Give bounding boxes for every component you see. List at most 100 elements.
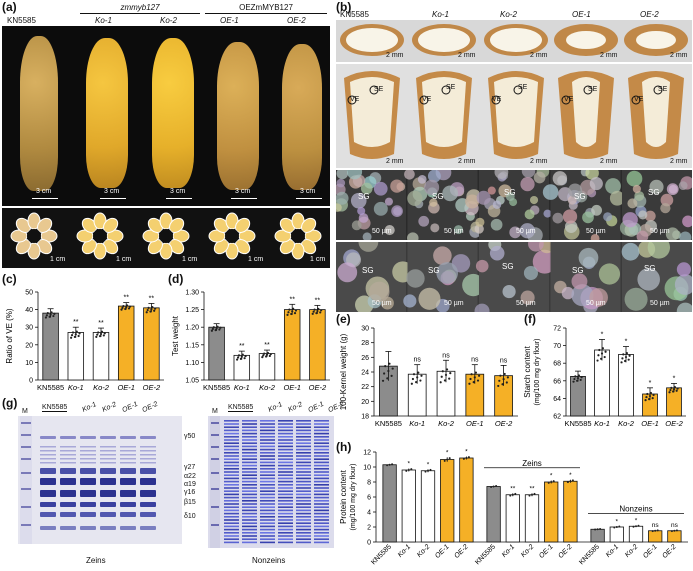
gel-band	[242, 490, 257, 492]
data-point	[571, 479, 574, 482]
data-point	[637, 524, 640, 527]
se-label-3: SE	[518, 84, 528, 91]
data-point	[528, 494, 531, 497]
chart-d: 1.05 1.10 1.15 1.20 1.25 1.30 Test weight KN558…	[171, 290, 330, 392]
gel-band	[224, 487, 239, 489]
scale-kl-1: 2 mm	[386, 158, 404, 165]
x-tick-label: OE-2	[665, 419, 683, 428]
x-tick-label: Ko-2	[624, 543, 639, 558]
bar-Nonzeins-KN5585	[590, 528, 605, 543]
scale-sem1-1: 50 µm	[372, 228, 392, 235]
data-point	[244, 354, 247, 358]
data-point	[70, 336, 73, 339]
gel-band	[278, 436, 293, 438]
se-circle	[653, 85, 663, 95]
sig-mark: **	[264, 342, 270, 349]
starch-granule	[682, 215, 692, 228]
gel-band-faint	[140, 446, 156, 448]
starch-granule	[528, 242, 544, 252]
scale-kc-2: 2 mm	[458, 52, 476, 59]
data-point	[618, 525, 621, 528]
x-tick-label: OE-2	[309, 383, 327, 392]
data-point	[49, 313, 52, 316]
data-point	[420, 374, 423, 377]
data-point	[620, 361, 623, 364]
gel-band	[278, 493, 293, 496]
marker-band	[21, 434, 31, 436]
gel-band	[242, 519, 257, 521]
band-label-4: γ16	[184, 489, 196, 496]
starch-granule	[552, 171, 568, 186]
gel-band	[314, 538, 329, 540]
data-point	[50, 311, 53, 314]
gel-band	[314, 525, 329, 528]
gel-band	[278, 512, 293, 515]
y-tick-label: 66	[553, 378, 561, 385]
bar-OE-2	[309, 309, 326, 381]
group-label-Nonzeins: Nonzeins	[619, 505, 652, 514]
y-axis-label-2: (mg/100 mg dry flour)	[350, 464, 357, 531]
y-tick-label: 72	[553, 326, 561, 333]
starch-granule	[529, 195, 539, 205]
gel-nonzeins	[208, 416, 334, 548]
panel-label-c: (c)	[2, 272, 17, 286]
starch-granule	[384, 225, 395, 236]
data-point	[573, 377, 576, 381]
gel-band	[296, 522, 311, 524]
gel-band	[278, 452, 293, 454]
data-point	[624, 355, 628, 359]
starch-granule	[624, 287, 648, 311]
data-point	[624, 359, 627, 363]
starch-granule	[543, 209, 552, 218]
gel-band	[296, 420, 311, 422]
data-point	[651, 397, 654, 400]
data-point	[490, 485, 493, 488]
data-point	[503, 372, 506, 376]
gel-band	[314, 516, 329, 518]
gel-band	[296, 439, 311, 441]
gel-band-faint	[40, 446, 56, 448]
sg-label-7: SG	[428, 266, 440, 275]
gel-band	[120, 436, 136, 439]
gel-band-faint	[40, 462, 56, 464]
gel-band	[120, 512, 136, 517]
ve-circle	[561, 95, 571, 105]
se-circle	[369, 85, 379, 95]
data-point	[652, 393, 655, 397]
sg-label-9: SG	[572, 266, 584, 275]
scale-kl-5: 2 mm	[670, 158, 688, 165]
gel-band-faint	[100, 462, 116, 464]
scale-ear-2: 3 cm	[104, 188, 120, 195]
scale-ear-5: 3 cm	[300, 188, 316, 195]
sig-mark: *	[465, 449, 468, 456]
scale-cross-3: 1 cm	[182, 256, 198, 263]
gel-band	[224, 420, 239, 422]
panel-label-h: (h)	[336, 440, 352, 454]
data-point	[387, 369, 390, 373]
gel-band	[314, 423, 329, 425]
ve-label-4: VE	[564, 96, 574, 103]
starch-granule	[589, 177, 603, 191]
gel-band	[260, 477, 275, 480]
gel-band	[296, 484, 311, 486]
data-point	[448, 377, 451, 380]
x-tick-label: Ko-1	[68, 383, 84, 392]
starch-granule	[637, 268, 660, 291]
data-point	[443, 379, 447, 382]
x-tick-label: OE-2	[453, 543, 470, 560]
gel-band	[296, 512, 311, 515]
starch-granule	[418, 215, 430, 227]
sg-label-8: SG	[502, 262, 514, 271]
gel-band	[242, 493, 257, 496]
data-point	[502, 377, 505, 381]
data-point	[598, 348, 601, 352]
bar-OE-1	[283, 309, 301, 381]
gel-band-faint	[140, 454, 156, 456]
band-label-0: γ50	[184, 433, 196, 440]
marker-band	[21, 422, 31, 424]
data-point	[151, 306, 154, 309]
y-axis-label-2: (mg/100 mg dry flour)	[534, 339, 541, 406]
starch-granule	[433, 246, 452, 265]
y-tick-label: 30	[25, 325, 33, 332]
sig-mark: *	[673, 375, 676, 382]
